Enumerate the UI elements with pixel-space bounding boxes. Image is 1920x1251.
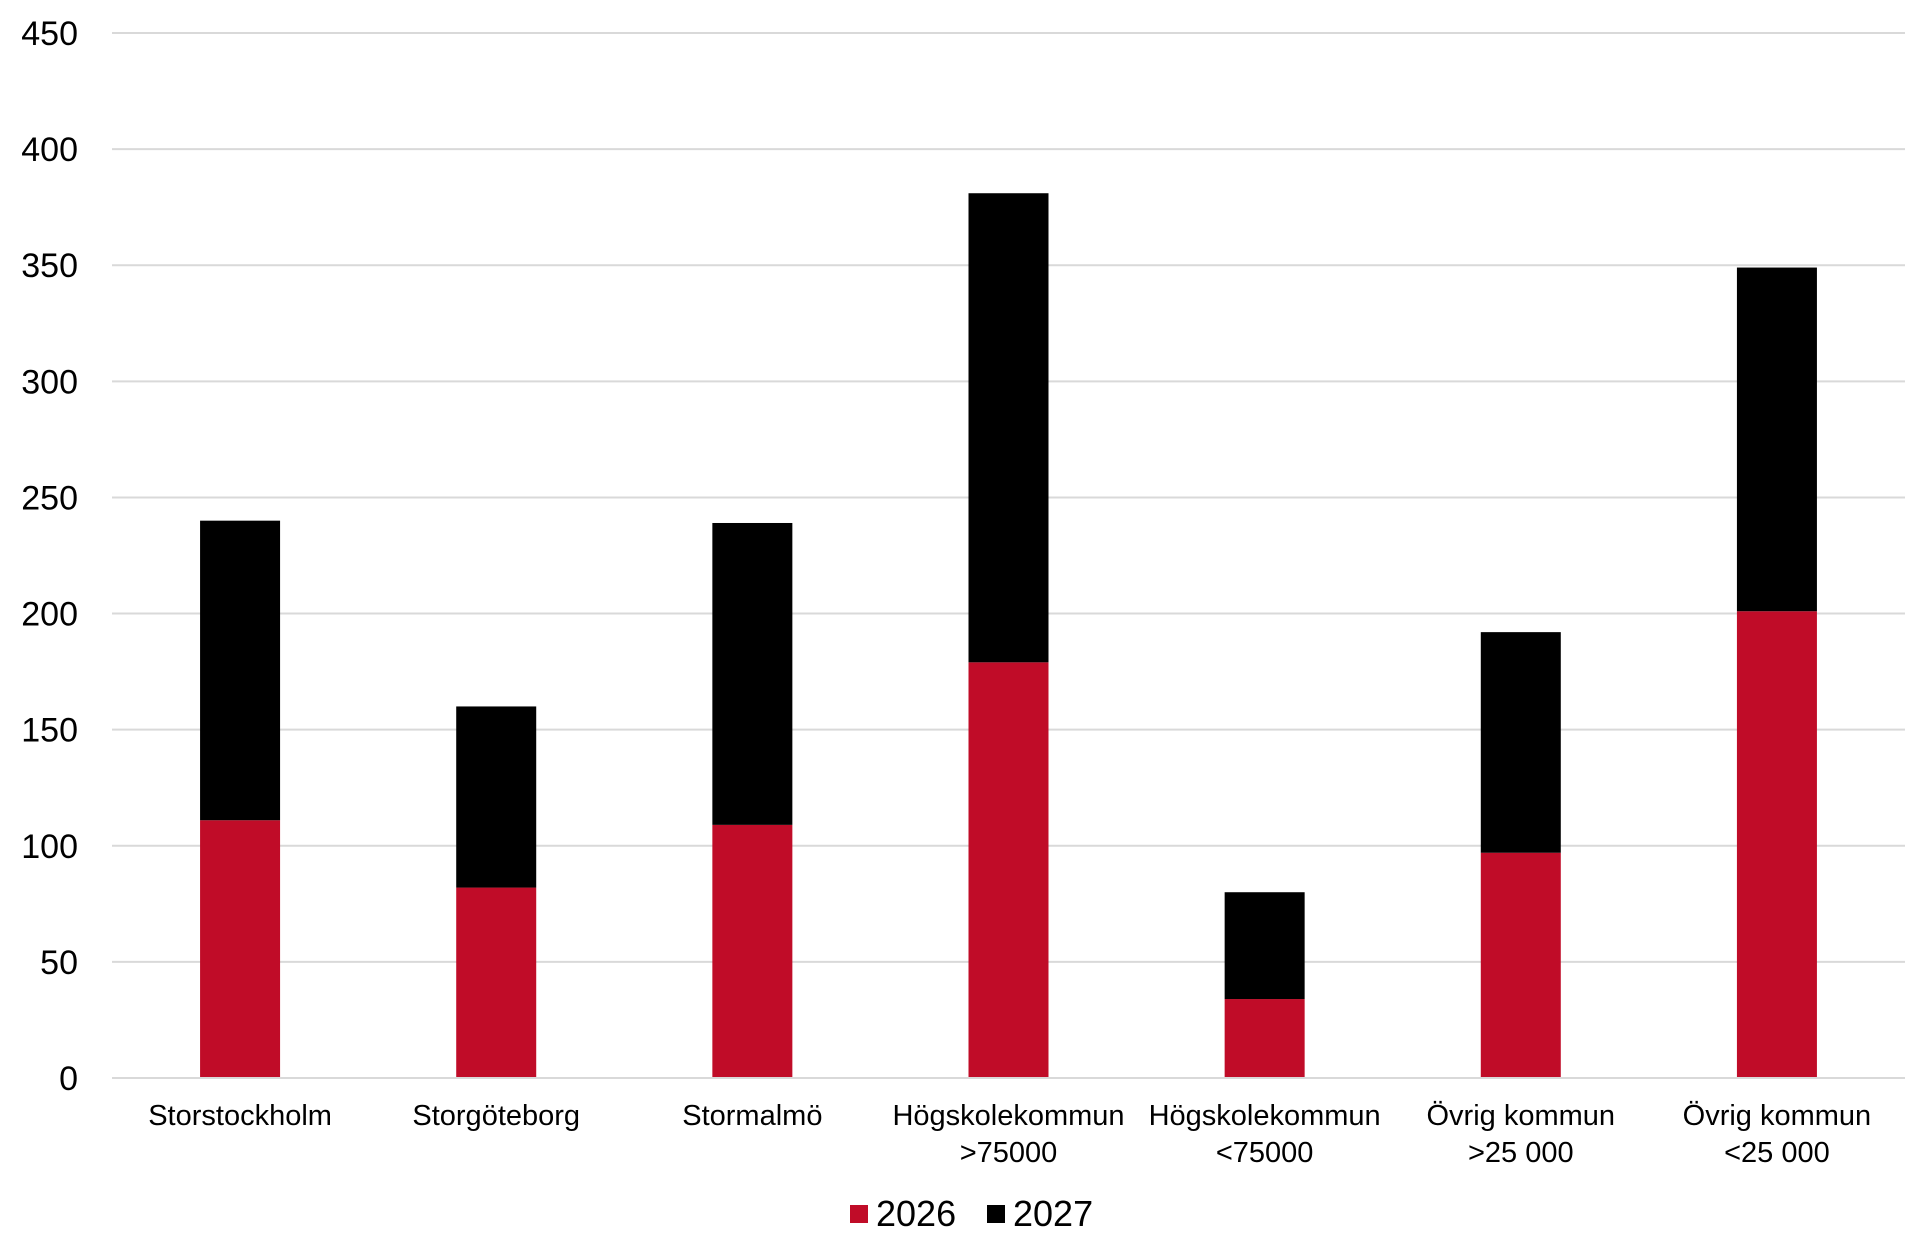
x-category-label: Övrig kommun (1683, 1100, 1872, 1132)
y-tick-label: 400 (21, 131, 78, 169)
legend-label-2027: 2027 (1013, 1193, 1093, 1234)
x-category-label: Högskolekommun (892, 1100, 1124, 1132)
legend-swatch-2027 (987, 1205, 1005, 1223)
y-tick-label: 300 (21, 363, 78, 401)
x-category-label: <75000 (1216, 1137, 1314, 1169)
bar-2027-0 (200, 520, 281, 821)
x-axis-category-labels: Storstockholm Storgöteborg Stormalmö Högsko… (148, 1100, 1871, 1169)
bar-2026-2 (712, 824, 793, 1078)
x-category-label: Storgöteborg (412, 1100, 580, 1132)
legend-swatch-2026 (850, 1205, 868, 1223)
bar-2027-5 (1480, 632, 1561, 853)
x-category-label: >25 000 (1468, 1137, 1574, 1169)
bar-2026-4 (1224, 999, 1305, 1078)
y-tick-label: 350 (21, 247, 78, 285)
y-tick-label: 450 (21, 15, 78, 53)
x-category-label: Övrig kommun (1427, 1100, 1616, 1132)
bar-2027-6 (1736, 267, 1817, 612)
y-tick-label: 50 (40, 944, 78, 982)
x-category-label: >75000 (960, 1137, 1058, 1169)
y-tick-label: 250 (21, 479, 78, 517)
x-category-label: Högskolekommun (1149, 1100, 1381, 1132)
bar-2026-6 (1736, 611, 1817, 1078)
x-category-label: Stormalmö (682, 1100, 822, 1132)
bar-2026-3 (968, 662, 1049, 1078)
bar-2026-0 (200, 820, 281, 1078)
y-tick-label: 200 (21, 596, 78, 634)
y-axis-tick-labels: 0 50 100 150 200 250 300 350 400 450 (21, 15, 78, 1098)
legend: 2026 2027 (850, 1193, 1093, 1234)
y-tick-label: 150 (21, 712, 78, 750)
legend-label-2026: 2026 (876, 1193, 956, 1234)
x-category-label: Storstockholm (148, 1100, 332, 1132)
y-tick-label: 100 (21, 828, 78, 866)
bar-2026-5 (1480, 852, 1561, 1078)
bar-2027-4 (1224, 892, 1305, 1000)
bar-2027-2 (712, 522, 793, 825)
y-tick-label: 0 (59, 1060, 78, 1098)
x-category-label: <25 000 (1724, 1137, 1830, 1169)
bars (200, 193, 1817, 1078)
bar-2026-1 (456, 887, 537, 1078)
bar-2027-1 (456, 706, 537, 888)
bar-2027-3 (968, 193, 1049, 663)
